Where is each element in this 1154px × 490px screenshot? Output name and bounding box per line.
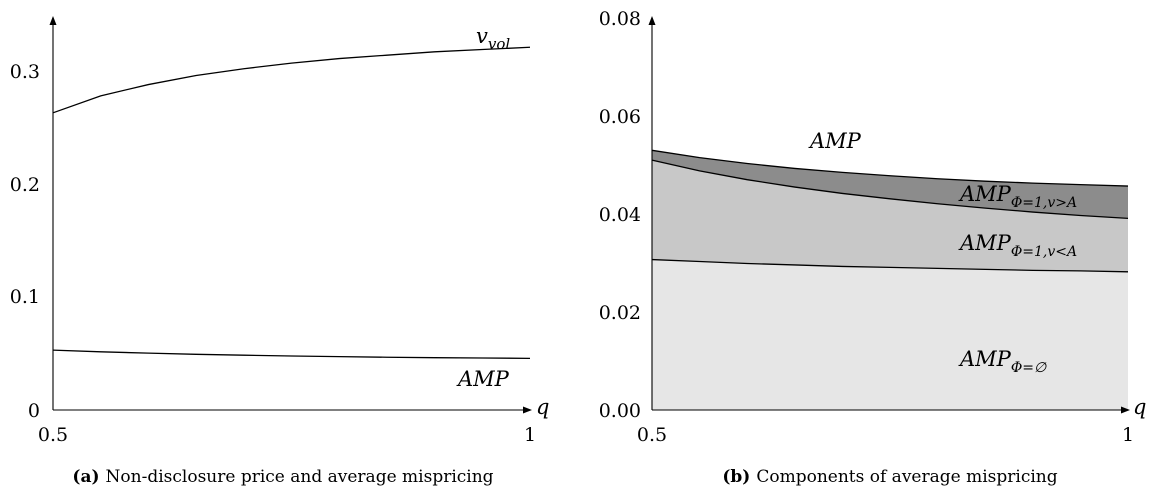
label-base: v: [476, 24, 488, 48]
label-base: AMP: [958, 347, 1012, 371]
chart-b-series-label-amp-empty: AMPΦ=∅: [958, 347, 1047, 376]
chart-b-line-amp-v-less-a: [651, 159, 1129, 220]
chart-b-y-tick-label: 0.08: [599, 8, 641, 30]
chart-a-y-tick-label: 0: [28, 400, 40, 422]
chart-a-x-tick-label: 0.5: [38, 424, 68, 446]
chart-a-y-tick-label: 0.1: [10, 286, 40, 308]
caption-text: Non-disclosure price and average mispric…: [106, 467, 494, 487]
chart-a-x-tick-label: 1: [524, 424, 536, 446]
chart-b-line-amp: [651, 149, 1129, 187]
chart-a-y-axis-arrow: [49, 16, 57, 25]
chart-a-series-label-amp: AMP: [456, 367, 510, 391]
chart-a-y-tick-label: 0.2: [10, 174, 40, 196]
chart-a-x-axis-arrow: [523, 406, 532, 414]
chart-b-x-tick-label: 1: [1122, 424, 1134, 446]
chart-b-area-amp-v-greater-a: [652, 150, 1128, 219]
chart-b-caption: (b) Components of average mispricing: [722, 467, 1057, 487]
chart-a-y-tick-label: 0.3: [10, 61, 40, 83]
label-sub: Φ=1,v>A: [1011, 195, 1077, 211]
chart-b-series-label-amp-v-greater-a: AMPΦ=1,v>A: [958, 182, 1077, 211]
chart-b-x-tick-label: 0.5: [637, 424, 667, 446]
chart-b-y-tick-label: 0.06: [599, 106, 641, 128]
chart-b-x-axis-arrow: [1121, 406, 1130, 414]
chart-b-x-axis-label: q: [1133, 395, 1146, 419]
chart-a-line-amp: [52, 349, 531, 360]
chart-b-series-label-amp: AMP: [808, 129, 862, 153]
chart-a-series-label-v-vol: vvol: [476, 24, 510, 53]
chart-a-line-v-vol: [52, 46, 531, 114]
chart-b-y-tick-label: 0.02: [599, 302, 641, 324]
chart-a-x-axis-label: q: [536, 395, 549, 419]
caption-tag: (a): [72, 467, 99, 487]
chart-a: 0 0.1 0.2 0.3 0.5 1 q vvol AMP (a) Non-di…: [10, 16, 549, 487]
chart-b-area-amp-v-less-a: [652, 160, 1128, 272]
chart-b-line-amp-empty: [651, 258, 1129, 273]
chart-b-series-label-amp-v-less-a: AMPΦ=1,v<A: [958, 231, 1077, 260]
chart-a-caption: (a) Non-disclosure price and average misp…: [72, 467, 493, 487]
chart-b: 0.00 0.02 0.04 0.06 0.08 0.5 1 q AMP AMP…: [599, 8, 1147, 487]
label-base: AMP: [958, 182, 1012, 206]
caption-text: Components of average mispricing: [756, 467, 1057, 487]
chart-b-y-tick-label: 0.00: [599, 400, 641, 422]
label-sub: vol: [488, 35, 511, 53]
label-sub: Φ=1,v<A: [1011, 244, 1077, 260]
chart-b-area-amp-empty: [652, 259, 1128, 410]
chart-b-y-tick-label: 0.04: [599, 204, 641, 226]
label-base: AMP: [958, 231, 1012, 255]
caption-tag: (b): [722, 467, 750, 487]
chart-b-y-axis-arrow: [648, 16, 656, 25]
label-sub: Φ=∅: [1011, 360, 1047, 376]
